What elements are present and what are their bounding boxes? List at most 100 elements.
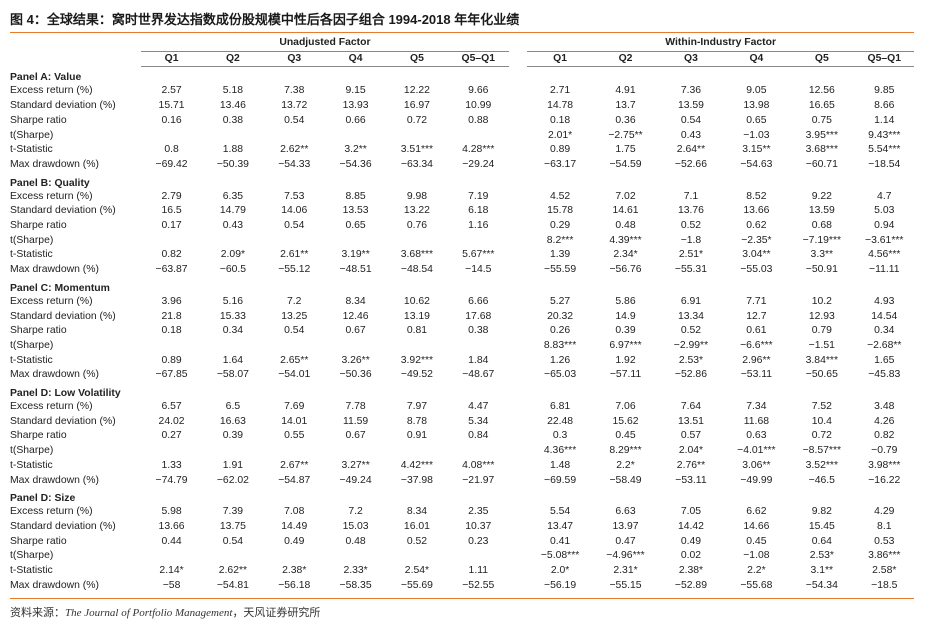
table-row: Standard deviation (%) 24.02 16.63 14.01 11.… [10,415,914,430]
table-cell: 8.66 [874,100,895,112]
table-cell: 0.61 [746,325,767,337]
table-cell: 0.34 [222,325,244,337]
table-cell: 0.67 [345,430,366,442]
column-header: Q4 [723,51,790,68]
table-cell: 0.82 [874,430,895,442]
table-cell [141,549,202,564]
row-label: Sharpe ratio [10,430,67,442]
table-cell: 0.52 [406,535,428,547]
table-cell: 3.68*** [805,144,838,156]
table-cell: 8.2*** [546,234,574,246]
row-label: t-Statistic [10,249,53,261]
table-cell: −46.5 [808,474,835,486]
table-cell: −55.59 [544,264,577,276]
table-cell: −49.99 [740,474,773,486]
table-cell: 15.62 [612,415,639,427]
table-cell: −1.51 [808,339,835,351]
table-cell: 3.19** [341,249,370,261]
table-cell: 12.46 [342,310,369,322]
table-cell: −54.01 [278,369,311,381]
table-row: Excess return (%) 2.79 6.35 7.53 8.85 9.98 7.1… [10,190,914,205]
row-label: Standard deviation (%) [10,415,116,427]
table-cell: 0.48 [615,220,636,232]
table-cell: 5.34 [468,415,489,427]
table-cell: 0.52 [680,220,702,232]
table-cell: 0.34 [874,325,895,337]
table-cell [448,549,509,564]
column-gap [509,204,527,219]
table-cell: 2.2* [616,459,635,471]
table-cell: 0.68 [811,220,832,232]
table-cell: 7.19 [468,190,489,202]
table-cell: −55.69 [400,579,433,591]
table-cell: 0.81 [406,325,428,337]
table-cell: 5.03 [874,205,895,217]
table-cell: 5.27 [549,295,571,307]
table-cell: 3.51*** [400,144,434,156]
table-cell [448,129,509,144]
table-cell [448,444,509,459]
table-cell: −62.02 [216,474,249,486]
table-cell [386,234,447,249]
table-cell: 3.26** [341,354,370,366]
table-cell: 8.52 [746,190,767,202]
table-cell: 13.22 [403,205,430,217]
table-cell: 5.86 [615,295,636,307]
panel-title-row: Panel A: Value [10,67,914,85]
table-cell: 13.19 [403,310,430,322]
table-cell: −57.11 [609,369,642,381]
table-cell: −55.31 [674,264,707,276]
table-row: Max drawdown (%) −74.79 −62.02 −54.87 −49.24… [10,474,914,489]
table-row: t(Sharpe) 4.36*** 8.29*** 2.04* −4.01*** −8.5… [10,444,914,459]
table-cell: −54.59 [609,158,642,170]
table-cell: −55.68 [740,579,773,591]
column-gap [509,415,527,430]
table-cell: −49.52 [400,369,433,381]
table-cell [325,339,386,354]
table-cell: 3.96 [161,295,182,307]
table-cell: −6.6*** [740,339,773,351]
table-cell: −45.83 [868,369,901,381]
table-cell: 0.29 [549,220,571,232]
table-cell [264,444,325,459]
table-cell: 3.48 [874,401,895,413]
table-cell: 14.9 [615,310,636,322]
table-cell: 3.27** [341,459,370,471]
table-cell: 0.43 [222,220,244,232]
table-cell: 16.65 [808,100,835,112]
table-cell: 6.66 [468,295,489,307]
column-gap [509,219,527,234]
table-cell: 1.16 [468,220,489,232]
table-row: t(Sharpe) 8.83*** 6.97*** −2.99** −6.6*** −1.… [10,339,914,354]
table-cell: 0.88 [468,114,489,126]
table-cell: 2.61** [280,249,309,261]
table-cell: −50.36 [339,369,372,381]
column-header: Q5 [789,51,855,68]
table-row: Sharpe ratio 0.16 0.38 0.54 0.66 0.72 0.88 0.18… [10,114,914,129]
table-cell: 7.34 [746,401,767,413]
column-gap [509,368,527,383]
table-cell: −21.97 [462,474,495,486]
row-label: Excess return (%) [10,190,93,202]
table-cell [264,339,325,354]
column-gap [509,474,527,489]
table-cell [386,129,447,144]
row-label: Standard deviation (%) [10,310,116,322]
table-row: Standard deviation (%) 21.8 15.33 13.25 12.4… [10,310,914,325]
row-label: t-Statistic [10,354,53,366]
table-cell: 0.79 [811,325,832,337]
table-cell: 7.39 [222,506,244,518]
table-cell: 13.51 [677,415,704,427]
table-cell: 0.82 [161,249,182,261]
table-cell: 0.72 [406,114,428,126]
row-label: Max drawdown (%) [10,474,99,486]
table-cell: −53.11 [740,369,773,381]
table-cell: −14.5 [465,264,492,276]
table-cell: 3.04** [742,249,771,261]
table-cell: 0.39 [615,325,636,337]
row-label: Excess return (%) [10,506,93,518]
column-header: Q4 [324,51,387,68]
table-cell: 13.98 [743,100,770,112]
table-cell: −52.89 [674,579,707,591]
table-cell [264,234,325,249]
